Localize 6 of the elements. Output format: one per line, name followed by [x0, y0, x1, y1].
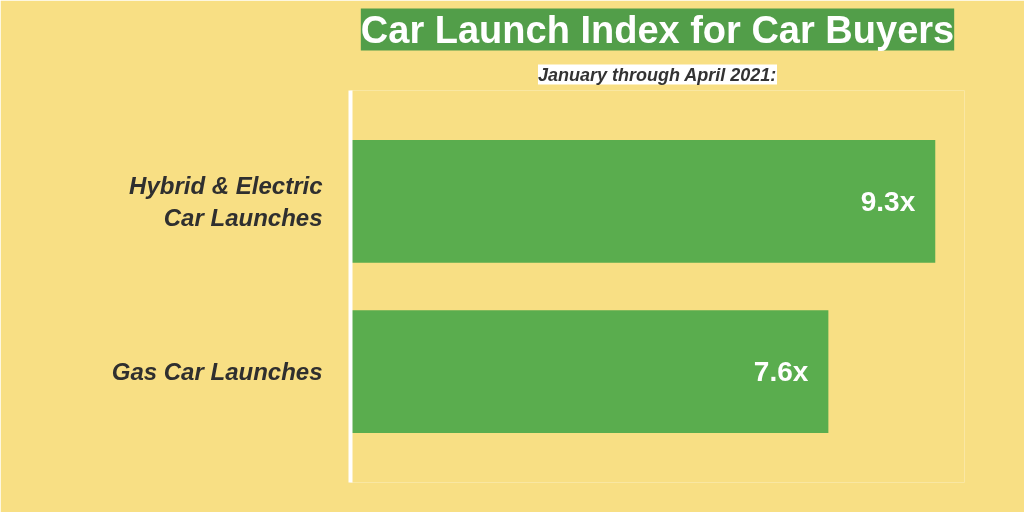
y-tick-label: Gas Car Launches — [111, 358, 323, 386]
chart-title: Car Launch Index for Car Buyers — [360, 8, 955, 51]
y-tick-label: Hybrid & Electric Car Launches — [129, 171, 323, 231]
data-label: 7.6x — [753, 356, 809, 388]
data-label: 9.3x — [860, 185, 916, 217]
chart-subtitle: January through April 2021: — [537, 64, 777, 85]
